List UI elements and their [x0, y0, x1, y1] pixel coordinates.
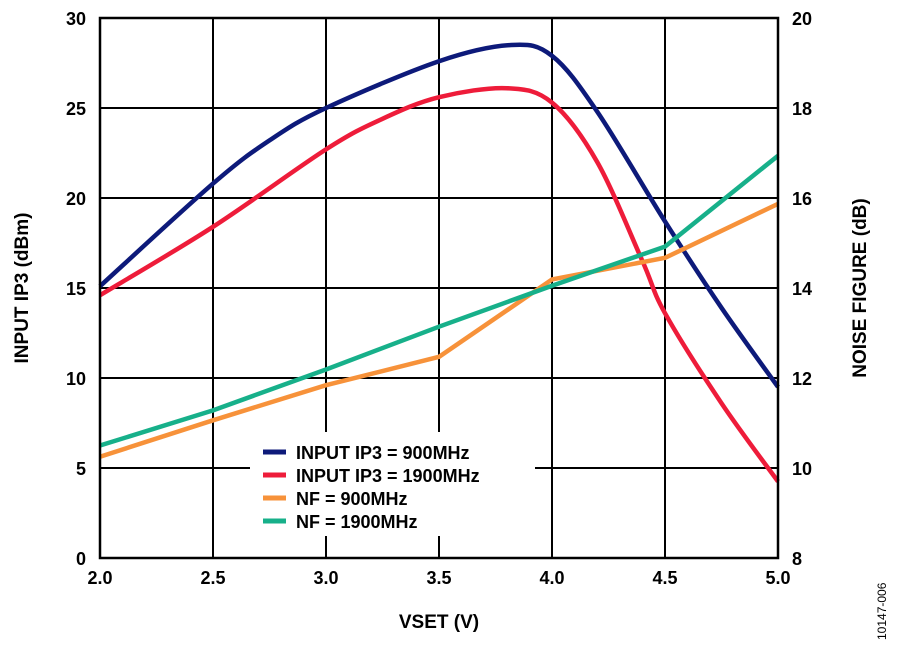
- y2-axis-label: NOISE FIGURE (dB): [850, 198, 871, 377]
- x-tick-label: 2.5: [200, 568, 225, 588]
- y2-tick-label: 8: [792, 549, 802, 569]
- y2-tick-label: 16: [792, 189, 812, 209]
- y2-tick-label: 10: [792, 459, 812, 479]
- series-line-4: [99, 153, 780, 448]
- x-tick-label: 3.0: [313, 568, 338, 588]
- x-tick-label: 2.0: [87, 568, 112, 588]
- y2-tick-label: 14: [792, 279, 812, 299]
- x-tick-label: 4.5: [652, 568, 677, 588]
- y-tick-label: 30: [66, 9, 86, 29]
- legend-label: NF = 1900MHz: [296, 512, 418, 532]
- x-tick-label: 5.0: [765, 568, 790, 588]
- series-line-2: [98, 85, 780, 483]
- x-axis-label: VSET (V): [399, 612, 479, 633]
- x-tick-label: 4.0: [539, 568, 564, 588]
- y-tick-label: 5: [76, 459, 86, 479]
- y-tick-label: 10: [66, 369, 86, 389]
- y-tick-label: 20: [66, 189, 86, 209]
- figure-id-annotation: 10147-006: [875, 582, 889, 640]
- y-tick-label: 0: [76, 549, 86, 569]
- x-tick-label: 3.5: [426, 568, 451, 588]
- plot-frame: [98, 16, 780, 560]
- legend-label: INPUT IP3 = 1900MHz: [296, 466, 480, 486]
- series-line-3: [99, 201, 779, 459]
- legend-label: INPUT IP3 = 900MHz: [296, 443, 470, 463]
- legend: INPUT IP3 = 900MHz INPUT IP3 = 1900MHz NF …: [250, 432, 535, 536]
- y2-tick-label: 12: [792, 369, 812, 389]
- series-lines: [98, 42, 780, 483]
- y2-tick-label: 20: [792, 9, 812, 29]
- y2-tick-label: 18: [792, 99, 812, 119]
- y-tick-label: 15: [66, 279, 86, 299]
- y-tick-label: 25: [66, 99, 86, 119]
- series-line-1: [98, 42, 780, 389]
- legend-label: NF = 900MHz: [296, 489, 408, 509]
- y-axis-label: INPUT IP3 (dBm): [12, 213, 33, 364]
- tick-labels: 2.0 2.5 3.0 3.5 4.0 4.5 5.0 0 5 10 15 20 25 30 8 10 12 14…: [66, 9, 812, 588]
- legend-background: [250, 432, 535, 536]
